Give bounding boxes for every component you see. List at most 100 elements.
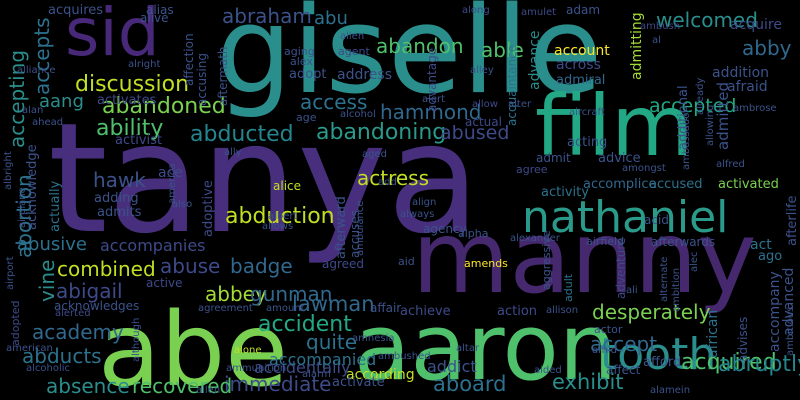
word: quite [306, 330, 358, 354]
word: achieve [400, 304, 451, 319]
word: affection [182, 33, 196, 86]
word: able [481, 38, 524, 62]
word: vine [35, 259, 59, 302]
word: acknowledges [54, 299, 140, 313]
word: accept [590, 332, 658, 356]
word: ambassador [681, 108, 692, 170]
word: admits [97, 205, 142, 220]
word: accusing [195, 53, 209, 106]
word: welcomed [656, 8, 758, 32]
word: allowing [705, 104, 716, 146]
word: acquaintance [505, 44, 519, 126]
word: immediate [224, 372, 332, 396]
word: accepts [30, 17, 54, 95]
word: alice [273, 179, 302, 193]
word: agency [423, 222, 467, 236]
word: agree [516, 163, 548, 176]
word: ambition [671, 267, 682, 312]
word: abigail [56, 279, 123, 303]
word: ambitious [785, 306, 796, 356]
word: ambrose [733, 103, 777, 114]
word: nathaniel [522, 192, 729, 243]
word: adopt [289, 67, 327, 82]
word: action [497, 304, 538, 319]
word: age [296, 111, 317, 124]
word: adam [566, 3, 601, 17]
word: airplane [17, 187, 28, 228]
word: afterward [334, 196, 349, 259]
word: american [6, 343, 53, 354]
word: albright [3, 151, 14, 190]
word: allow [472, 99, 498, 110]
word: alec [689, 251, 700, 272]
word: lawman [292, 292, 375, 316]
word: ali [626, 285, 638, 296]
word: afterwards [651, 235, 716, 249]
word: absence [46, 374, 130, 398]
word: actually [48, 180, 63, 232]
word: amongst [622, 163, 666, 174]
word: ambush [640, 21, 681, 32]
word: adopted [9, 300, 22, 347]
word: acquires [48, 3, 104, 18]
word: alarm [302, 369, 331, 380]
word: alliance [17, 65, 56, 76]
word: alan [22, 105, 44, 116]
word: affair [370, 301, 402, 315]
word: alerted [55, 308, 91, 319]
word: abandoned [102, 94, 226, 119]
word: alcoholic [26, 363, 71, 374]
word: across [556, 57, 601, 73]
word: recovered [132, 374, 233, 398]
word: accidentally [254, 358, 351, 377]
word: ally [224, 147, 242, 158]
word: abducts [22, 344, 102, 368]
word: alone [234, 345, 262, 356]
word: hawk [93, 168, 146, 192]
word: aging [284, 45, 315, 58]
word: accident [258, 312, 352, 337]
word: abe [98, 291, 289, 400]
word: alien [340, 31, 365, 42]
word: advises [736, 316, 750, 362]
word: activist [115, 133, 162, 148]
word: tanya [48, 90, 481, 267]
word: abbey [205, 282, 267, 306]
word: account [554, 43, 610, 59]
word: desperately [592, 300, 711, 324]
word: active [146, 276, 183, 290]
word: manny [412, 199, 757, 316]
word: airport [5, 256, 16, 290]
word: giselle [216, 0, 603, 121]
word: activate [332, 375, 385, 390]
word: accepted [649, 95, 737, 117]
word: accompany [767, 271, 783, 352]
word: alter [508, 99, 532, 110]
word: affect [606, 363, 641, 377]
word: alternate [659, 256, 670, 302]
word: add [378, 177, 397, 188]
word: alpha [458, 227, 489, 240]
word: altar [456, 343, 480, 354]
word: accompanies [100, 236, 206, 255]
word: amends [464, 257, 508, 270]
word: alive [140, 11, 169, 25]
word: ammunition [226, 363, 287, 374]
word: aircraft [569, 107, 605, 118]
word: abandon [376, 34, 464, 58]
word: addict [427, 357, 477, 376]
word: agreed [322, 257, 365, 271]
word: amulet [521, 7, 557, 18]
word: agreement [198, 303, 253, 314]
word: airfield [586, 235, 625, 248]
word: actor [594, 323, 623, 336]
word: acting [567, 135, 608, 150]
word: ahead [32, 117, 64, 128]
word: badge [230, 254, 293, 278]
word: african [705, 309, 721, 358]
word: align [412, 197, 437, 208]
word: allen [196, 385, 221, 396]
word: academy [32, 320, 124, 344]
word: addition [712, 65, 770, 81]
